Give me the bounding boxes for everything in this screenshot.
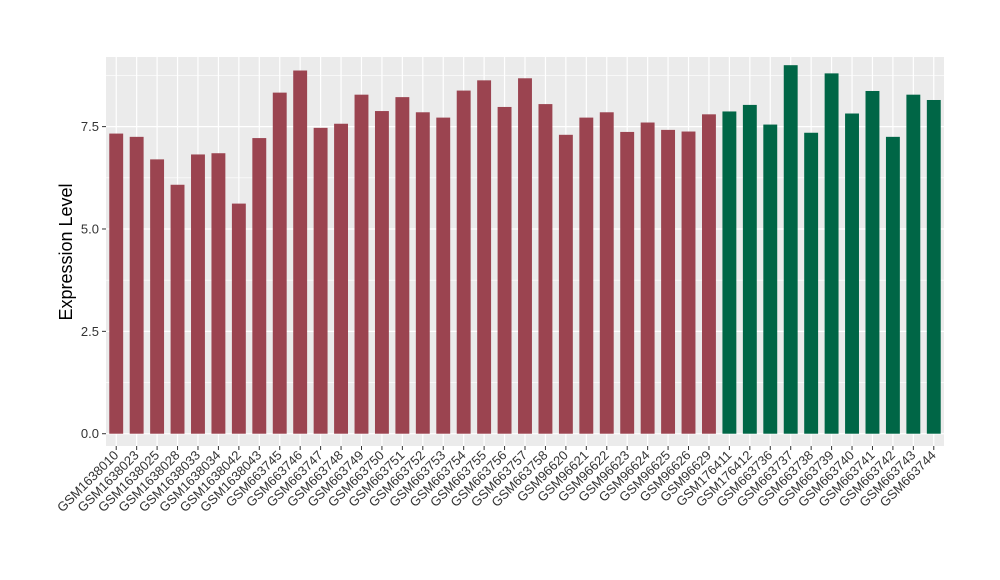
bar-GSM663751 <box>395 97 410 434</box>
bar-GSM1638034 <box>211 153 226 434</box>
bar-GSM663743 <box>906 94 921 434</box>
bar-GSM663757 <box>518 78 532 434</box>
bar-GSM1638025 <box>150 159 165 434</box>
bar-GSM663745 <box>272 92 287 434</box>
bar-GSM96620 <box>558 134 573 434</box>
bar-GSM663744 <box>926 99 941 434</box>
bars <box>109 65 941 434</box>
bar-GSM1638042 <box>231 203 246 434</box>
bar-GSM663737 <box>783 65 798 434</box>
bar-GSM663748 <box>334 123 348 434</box>
bar-GSM96625 <box>661 129 676 434</box>
bar-GSM663736 <box>763 124 778 434</box>
bar-GSM663749 <box>354 94 369 434</box>
bar-GSM96622 <box>599 112 614 434</box>
y-axis: 0.0 2.5 5.0 7.5 <box>81 119 106 441</box>
bar-GSM96626 <box>681 131 696 434</box>
bar-GSM176412 <box>742 104 757 434</box>
bar-GSM663758 <box>538 104 553 434</box>
bar-GSM1638043 <box>252 138 267 434</box>
bar-GSM663756 <box>497 106 512 434</box>
bar-GSM96629 <box>702 114 716 434</box>
bar-GSM663742 <box>885 136 900 434</box>
bar-GSM1638010 <box>109 133 124 434</box>
bar-GSM663740 <box>845 113 859 434</box>
bar-GSM663747 <box>313 127 328 434</box>
bar-GSM663741 <box>865 90 880 434</box>
y-tick-label: 7.5 <box>81 119 99 134</box>
y-tick-label: 5.0 <box>81 221 99 236</box>
bar-GSM663738 <box>804 132 819 434</box>
bar-GSM663752 <box>415 112 430 434</box>
bar-GSM663755 <box>477 80 492 434</box>
bar-GSM176411 <box>722 111 737 434</box>
bar-GSM663753 <box>436 117 451 434</box>
x-axis: GSM1638010GSM1638023GSM1638025GSM1638028… <box>54 446 939 515</box>
y-axis-title: Expression Level <box>56 183 76 320</box>
bar-GSM96624 <box>640 122 655 434</box>
bar-GSM663750 <box>374 111 389 434</box>
bar-GSM1638033 <box>191 154 205 434</box>
bar-GSM663754 <box>456 90 471 434</box>
bar-GSM96621 <box>579 117 594 434</box>
y-tick-label: 2.5 <box>81 324 99 339</box>
y-tick-label: 0.0 <box>81 426 99 441</box>
bar-GSM663746 <box>293 70 308 434</box>
bar-GSM663739 <box>824 73 839 434</box>
bar-GSM96623 <box>620 131 635 434</box>
bar-GSM1638023 <box>129 136 144 434</box>
bar-GSM1638028 <box>170 184 185 434</box>
